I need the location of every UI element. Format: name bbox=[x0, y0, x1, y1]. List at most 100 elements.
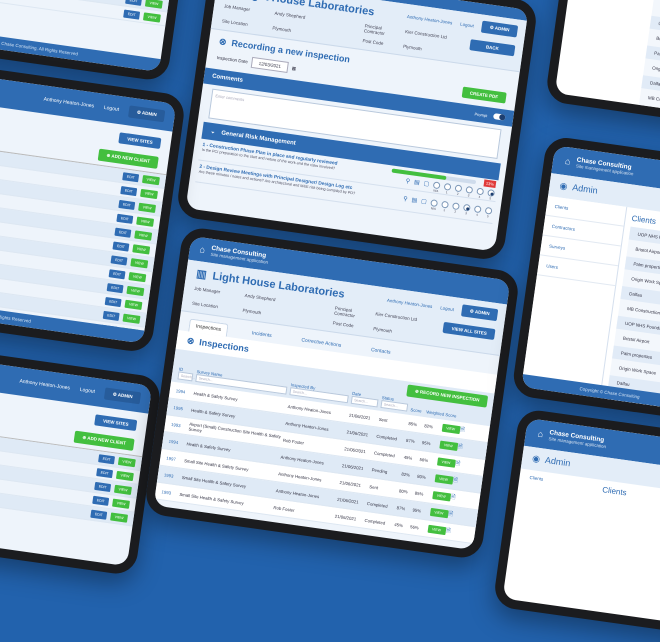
view-button[interactable]: VIEW bbox=[136, 216, 155, 227]
admin-button[interactable]: ⚙ ADMIN bbox=[480, 20, 519, 38]
rating-option[interactable]: 2 bbox=[454, 184, 463, 196]
edit-button[interactable]: EDIT bbox=[122, 171, 140, 182]
logout-link[interactable]: Logout bbox=[103, 104, 120, 113]
rating-option[interactable]: N/A bbox=[432, 181, 441, 193]
radio-button[interactable] bbox=[432, 181, 441, 190]
edit-button[interactable]: EDIT bbox=[125, 0, 143, 6]
logout-link[interactable]: Logout bbox=[440, 304, 455, 312]
edit-button[interactable]: EDIT bbox=[114, 227, 132, 238]
sidebar-item-clients[interactable]: Clients bbox=[529, 474, 544, 482]
radio-button[interactable] bbox=[430, 199, 439, 208]
pdf-icon[interactable]: 🗎 bbox=[459, 427, 466, 434]
rating-option[interactable]: 1 bbox=[443, 182, 452, 195]
edit-button[interactable]: EDIT bbox=[92, 495, 110, 506]
radio-button[interactable] bbox=[443, 182, 452, 191]
date-input[interactable]: 12/03/2021 bbox=[250, 56, 289, 73]
clipboard-icon[interactable]: ▤ bbox=[413, 179, 420, 187]
rating-option[interactable]: 1 bbox=[441, 200, 449, 213]
edit-button[interactable]: EDIT bbox=[90, 509, 108, 520]
edit-button[interactable]: EDIT bbox=[104, 296, 122, 307]
id-cell[interactable]: 1993 bbox=[163, 471, 174, 479]
rating-option[interactable]: 5 bbox=[484, 206, 493, 219]
logout-link[interactable]: Logout bbox=[79, 386, 96, 395]
id-cell[interactable]: 1995 bbox=[173, 404, 184, 411]
radio-button[interactable] bbox=[487, 189, 496, 197]
edit-button[interactable]: EDIT bbox=[110, 254, 128, 266]
admin-button[interactable]: ⚙ ADMIN bbox=[128, 105, 166, 123]
clipboard-icon[interactable]: ▤ bbox=[411, 197, 418, 205]
radio-button[interactable] bbox=[462, 203, 471, 212]
view-button[interactable]: VIEW bbox=[436, 457, 456, 468]
rating-option[interactable]: 4 bbox=[476, 187, 485, 199]
pdf-icon[interactable]: 🗎 bbox=[457, 444, 463, 451]
view-button[interactable]: VIEW bbox=[138, 202, 157, 213]
view-sites-button[interactable]: VIEW SITES bbox=[118, 132, 162, 150]
view-button[interactable]: VIEW bbox=[126, 285, 145, 296]
view-button[interactable]: VIEW bbox=[114, 484, 132, 495]
logout-link[interactable]: Logout bbox=[459, 21, 475, 28]
view-button[interactable]: VIEW bbox=[116, 470, 134, 481]
pdf-icon[interactable]: 🗎 bbox=[452, 477, 459, 485]
view-button[interactable]: VIEW bbox=[142, 174, 161, 185]
edit-button[interactable]: EDIT bbox=[96, 467, 114, 478]
edit-button[interactable]: EDIT bbox=[106, 282, 124, 293]
note-icon[interactable]: ▢ bbox=[420, 198, 428, 206]
view-button[interactable]: VIEW bbox=[130, 257, 149, 268]
view-button[interactable]: VIEW bbox=[132, 243, 151, 255]
pdf-icon[interactable]: 🗎 bbox=[447, 511, 454, 519]
admin-button[interactable]: ⚙ ADMIN bbox=[461, 304, 499, 322]
pin-icon[interactable]: ⚲ bbox=[402, 196, 408, 203]
view-button[interactable]: VIEW bbox=[122, 313, 141, 324]
note-icon[interactable]: ▢ bbox=[423, 181, 430, 188]
admin-button[interactable]: ⚙ ADMIN bbox=[103, 387, 142, 405]
rating-option[interactable]: N/A bbox=[430, 199, 439, 211]
edit-button[interactable]: EDIT bbox=[120, 185, 138, 196]
filter-input-id[interactable]: Search... bbox=[177, 371, 195, 382]
pdf-icon[interactable]: 🗎 bbox=[445, 528, 452, 535]
edit-button[interactable]: EDIT bbox=[94, 481, 112, 492]
id-cell[interactable]: 1997 bbox=[166, 455, 177, 462]
view-button[interactable]: VIEW bbox=[128, 271, 147, 282]
view-button[interactable]: VIEW bbox=[117, 456, 136, 467]
id-cell[interactable]: 1993 bbox=[161, 488, 172, 496]
pdf-icon[interactable]: 🗎 bbox=[454, 460, 461, 468]
radio-button[interactable] bbox=[473, 205, 482, 214]
view-sites-button[interactable]: VIEW SITES bbox=[94, 414, 138, 432]
view-button[interactable]: VIEW bbox=[143, 11, 161, 23]
rating-option[interactable]: 3 bbox=[465, 185, 474, 198]
home-icon[interactable]: ⌂ bbox=[537, 428, 544, 440]
view-button[interactable]: VIEW bbox=[429, 507, 449, 519]
pdf-icon[interactable]: 🗎 bbox=[450, 494, 456, 502]
calendar-icon[interactable]: ▦ bbox=[291, 65, 297, 71]
radio-button[interactable] bbox=[465, 185, 474, 194]
radio-button[interactable] bbox=[454, 184, 463, 193]
prompt-toggle[interactable] bbox=[492, 113, 506, 121]
edit-button[interactable]: EDIT bbox=[108, 268, 126, 279]
view-button[interactable]: VIEW bbox=[439, 440, 459, 451]
radio-button[interactable] bbox=[441, 200, 449, 209]
id-cell[interactable]: 1993 bbox=[170, 421, 181, 428]
view-button[interactable]: VIEW bbox=[134, 229, 153, 241]
home-icon[interactable]: ⌂ bbox=[564, 155, 572, 167]
view-button[interactable]: VIEW bbox=[434, 474, 454, 485]
edit-button[interactable]: EDIT bbox=[102, 310, 120, 321]
rating-option[interactable]: 3 bbox=[462, 203, 471, 216]
view-button[interactable]: VIEW bbox=[427, 524, 447, 536]
create-pdf-button[interactable]: CREATE PDF bbox=[461, 86, 507, 104]
radio-button[interactable] bbox=[484, 206, 493, 215]
view-button[interactable]: VIEW bbox=[145, 0, 163, 9]
edit-button[interactable]: EDIT bbox=[118, 199, 136, 210]
edit-button[interactable]: EDIT bbox=[112, 241, 130, 252]
view-button[interactable]: VIEW bbox=[441, 423, 461, 435]
id-cell[interactable]: 1994 bbox=[168, 438, 179, 445]
view-button[interactable]: VIEW bbox=[110, 511, 129, 523]
rating-option[interactable]: 5 bbox=[487, 189, 496, 201]
pin-icon[interactable]: ⚲ bbox=[405, 178, 411, 186]
edit-button[interactable]: EDIT bbox=[123, 9, 141, 20]
view-button[interactable]: VIEW bbox=[140, 188, 159, 199]
rating-option[interactable]: 2 bbox=[451, 202, 460, 214]
radio-button[interactable] bbox=[476, 187, 485, 196]
home-icon[interactable]: ⌂ bbox=[199, 244, 206, 255]
edit-button[interactable]: EDIT bbox=[116, 213, 134, 224]
view-button[interactable]: VIEW bbox=[124, 299, 143, 310]
